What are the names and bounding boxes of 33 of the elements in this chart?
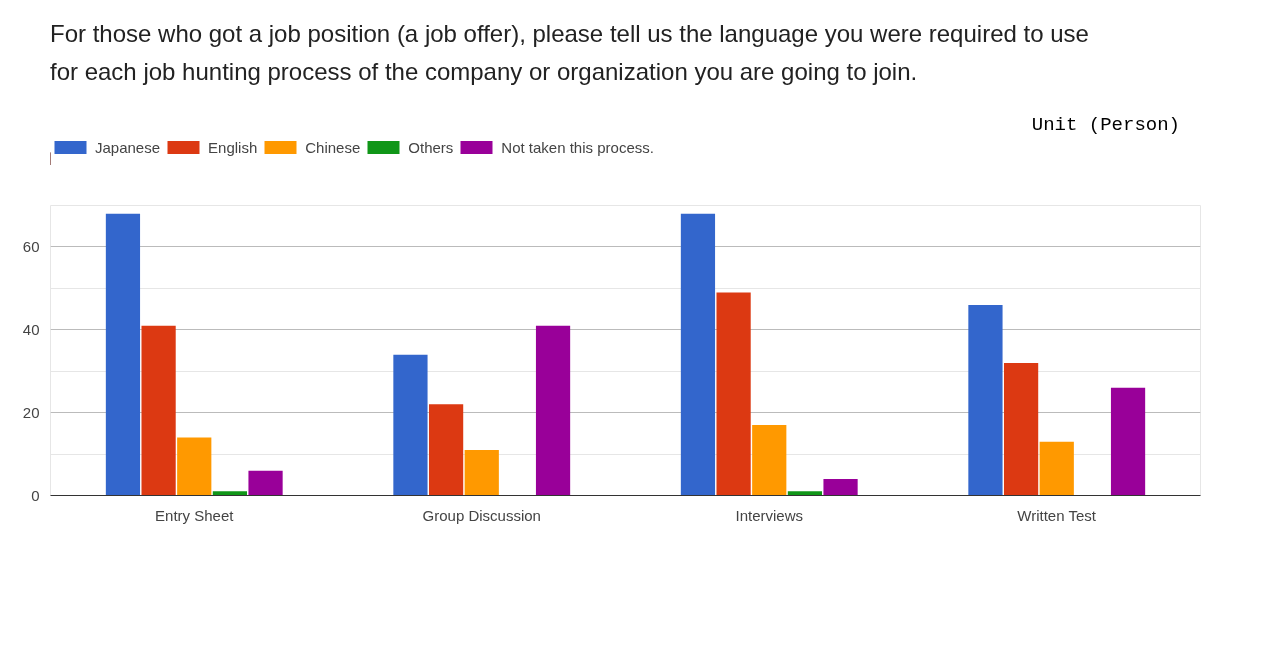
text: Unit (Person) [1031,112,1180,138]
legend-label: English [208,138,258,156]
x-tick-label: Entry Sheet [155,506,235,524]
bar [716,292,751,496]
legend-label: Not taken this process. [501,138,654,156]
y-tick-label: 60 [22,237,40,255]
bar [1039,441,1074,496]
legend-label: Japanese [95,138,161,156]
legend-label: Chinese [305,138,361,156]
x-tick-label: Group Discussion [422,506,541,524]
bar [752,424,787,496]
bar [535,325,571,496]
bar [393,354,428,496]
y-tick-label: 20 [22,403,40,421]
bar [1110,387,1146,496]
chart-title: For those who got a job position (a job offer), please tell us the language you were required to use for each job hunting process of the company or organization you are going to join. [50,19,1089,88]
bar [248,470,283,496]
x-tick-label: Interviews [735,506,804,524]
bar [968,304,1003,496]
bar [680,213,716,496]
bar [141,325,176,496]
legend-label: Others [408,138,454,156]
bar [212,491,248,496]
bar [428,404,464,496]
y-tick-label: 40 [22,320,40,338]
y-tick-label: 0 [31,486,40,504]
bar [1003,362,1039,496]
bar [787,491,823,496]
bar [105,213,141,496]
bar [177,437,212,496]
x-tick-label: Written Test [1017,506,1097,524]
bar [464,449,499,496]
bar [823,478,858,496]
